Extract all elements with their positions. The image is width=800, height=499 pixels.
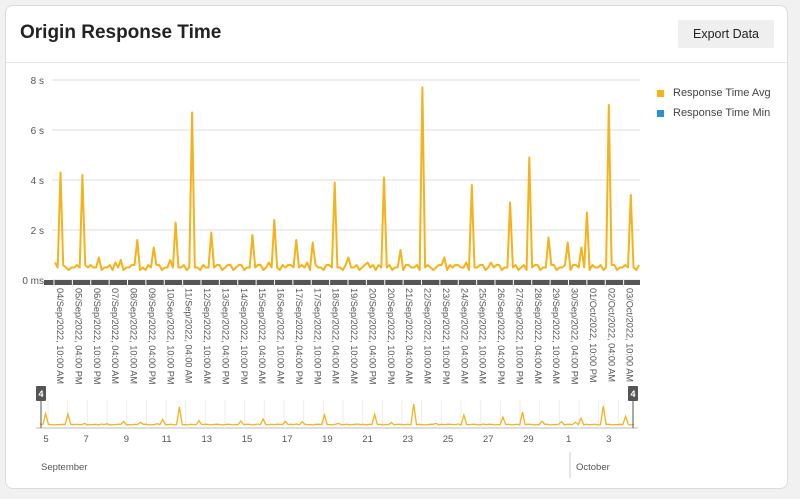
legend-swatch-min bbox=[657, 109, 664, 117]
legend-label-avg: Response Time Avg bbox=[673, 87, 771, 99]
legend-label-min: Response Time Min bbox=[673, 107, 771, 119]
page-title: Origin Response Time bbox=[20, 22, 222, 43]
export-data-button[interactable]: Export Data bbox=[678, 20, 774, 48]
chart-card: Origin Response Time Export Data bbox=[5, 5, 788, 489]
legend-item-avg[interactable]: Response Time Avg bbox=[657, 83, 771, 103]
header-divider bbox=[6, 62, 787, 63]
legend-swatch-avg bbox=[657, 89, 664, 97]
legend-item-min[interactable]: Response Time Min bbox=[657, 103, 771, 123]
legend: Response Time Avg Response Time Min bbox=[657, 83, 771, 123]
